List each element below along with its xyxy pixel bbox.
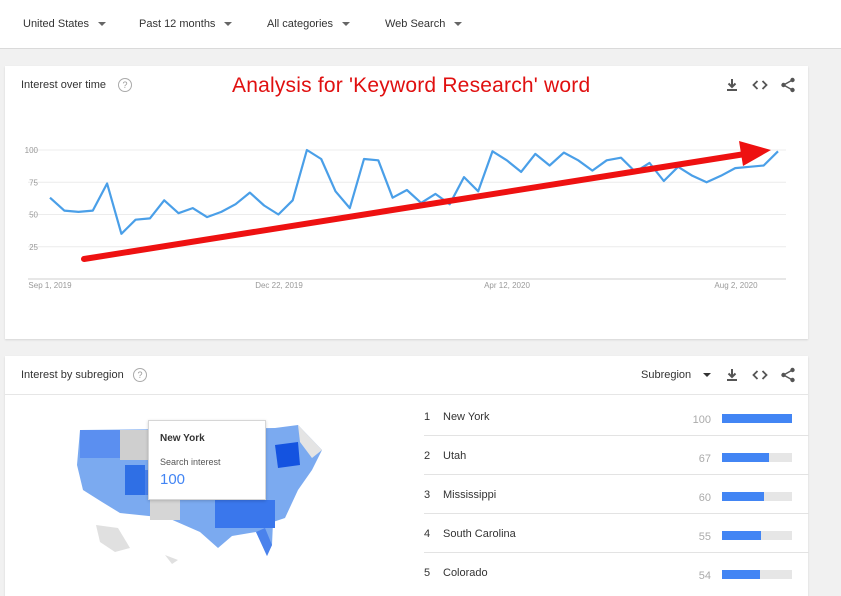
rank-number: 3 — [424, 489, 431, 501]
chart-gridlines — [28, 149, 786, 280]
score-bar — [722, 531, 761, 540]
region-name: Mississippi — [443, 489, 497, 501]
score-bar — [722, 570, 760, 579]
rank-number: 2 — [424, 450, 431, 462]
score-bar-track — [722, 453, 792, 462]
chevron-down-icon — [342, 22, 351, 26]
region-score: 55 — [698, 531, 711, 543]
tooltip-value: 100 — [160, 471, 186, 488]
interest-over-time-card — [5, 66, 808, 339]
embed-icon[interactable] — [752, 367, 768, 383]
score-bar — [722, 414, 792, 423]
share-icon[interactable] — [780, 77, 796, 93]
region-score: 100 — [692, 414, 711, 426]
score-bar-track — [722, 570, 792, 579]
map-tooltip: New York Search interest 100 — [148, 420, 266, 500]
list-item[interactable]: 3 Mississippi 60 — [424, 475, 809, 514]
x-tick-label: Dec 22, 2019 — [255, 281, 303, 290]
search-type-filter[interactable]: Web Search — [385, 18, 463, 30]
annotation-text: Analysis for 'Keyword Research' word — [232, 74, 591, 97]
search-type-filter-label: Web Search — [385, 18, 446, 30]
divider — [5, 394, 808, 395]
list-item[interactable]: 4 South Carolina 55 — [424, 514, 809, 553]
time-filter-label: Past 12 months — [139, 18, 216, 30]
download-icon[interactable] — [724, 367, 740, 383]
category-filter[interactable]: All categories — [267, 18, 351, 30]
subregion-dropdown-label: Subregion — [641, 369, 692, 381]
category-filter-label: All categories — [267, 18, 334, 30]
x-axis-ticks: Sep 1, 2019 Dec 22, 2019 Apr 12, 2020 Aug 2… — [28, 281, 758, 290]
tooltip-region: New York — [160, 433, 205, 444]
x-tick-label: Sep 1, 2019 — [28, 281, 72, 290]
chevron-down-icon — [454, 22, 463, 26]
rank-number: 1 — [424, 411, 431, 423]
tooltip-label: Search interest — [160, 457, 221, 467]
chevron-down-icon — [224, 22, 233, 26]
rank-number: 4 — [424, 528, 431, 540]
score-bar — [722, 492, 764, 501]
region-score: 60 — [698, 492, 711, 504]
y-axis-ticks: 100 75 50 25 — [25, 146, 39, 252]
series-line — [49, 148, 779, 235]
chevron-down-icon — [703, 373, 712, 377]
region-score: 67 — [698, 453, 711, 465]
embed-icon[interactable] — [752, 77, 768, 93]
region-filter[interactable]: United States — [23, 18, 107, 30]
region-name: Colorado — [443, 567, 488, 579]
time-filter[interactable]: Past 12 months — [139, 18, 233, 30]
interest-over-time-title: Interest over time — [21, 79, 106, 91]
score-bar-track — [722, 492, 792, 501]
filter-bar: United States Past 12 months All categor… — [0, 0, 841, 49]
help-icon[interactable]: ? — [118, 78, 132, 92]
list-item[interactable]: 2 Utah 67 — [424, 436, 809, 475]
y-tick-label: 75 — [29, 178, 38, 187]
subregion-dropdown[interactable]: Subregion — [641, 369, 712, 381]
interest-by-subregion-title: Interest by subregion — [21, 369, 124, 381]
score-bar-track — [722, 414, 792, 423]
score-bar-track — [722, 531, 792, 540]
region-filter-label: United States — [23, 18, 90, 30]
score-bar — [722, 453, 769, 462]
help-icon[interactable]: ? — [133, 368, 147, 382]
x-tick-label: Apr 12, 2020 — [484, 281, 530, 290]
interest-over-time-chart: 100 75 50 25 Sep 1, 2019 Dec 22, 2019 Apr 12,… — [25, 141, 786, 290]
y-tick-label: 25 — [29, 243, 38, 252]
x-tick-label: Aug 2, 2020 — [714, 281, 758, 290]
share-icon[interactable] — [780, 367, 796, 383]
download-icon[interactable] — [724, 77, 740, 93]
y-tick-label: 50 — [29, 211, 38, 220]
list-item[interactable]: 1 New York 100 — [424, 397, 809, 436]
trend-arrow — [81, 141, 771, 262]
list-item[interactable]: 5 Colorado 54 — [424, 553, 809, 591]
region-name: South Carolina — [443, 528, 516, 540]
rank-number: 5 — [424, 567, 431, 579]
region-score: 54 — [698, 570, 711, 582]
region-name: New York — [443, 411, 490, 423]
region-name: Utah — [443, 450, 467, 462]
chevron-down-icon — [98, 22, 107, 26]
y-tick-label: 100 — [25, 146, 39, 155]
